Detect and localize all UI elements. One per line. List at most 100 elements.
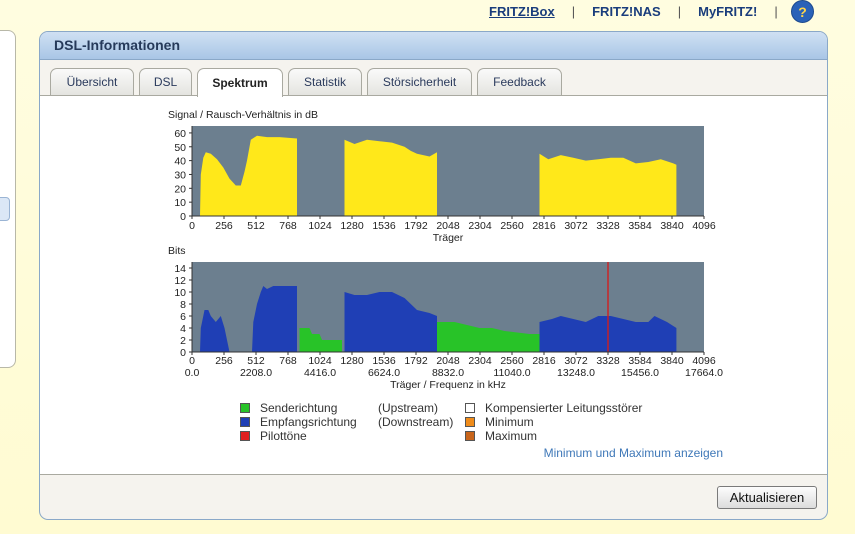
y-tick-label: 14 — [174, 263, 186, 275]
chart-title: Signal / Rausch-Verhältnis in dB — [168, 109, 318, 121]
nav-myfritz-link[interactable]: MyFRITZ! — [698, 3, 758, 19]
nav-separator: | — [571, 3, 576, 19]
legend-sublabel: (Downstream) — [378, 415, 454, 429]
x-tick-label: 3840 — [660, 355, 684, 367]
legend-sublabel: (Upstream) — [378, 401, 439, 415]
x-tick-label: 256 — [215, 220, 233, 232]
legend-swatch — [465, 431, 475, 441]
x-tick-label: 0 — [189, 220, 195, 232]
x-tick-label: 1280 — [340, 355, 364, 367]
y-tick-label: 0 — [180, 347, 186, 359]
series-area — [200, 135, 297, 216]
y-tick-label: 2 — [180, 335, 186, 347]
x-tick-label: 2304 — [468, 220, 492, 232]
x-tick-label: 2816 — [532, 355, 556, 367]
x-tick-label: 3072 — [564, 220, 588, 232]
x-tick-label: 3328 — [596, 220, 620, 232]
freq-tick-label: 15456.0 — [621, 367, 659, 379]
series-area — [539, 153, 677, 216]
legend-item-minimum: Minimum — [465, 415, 534, 429]
help-icon[interactable]: ? — [791, 0, 814, 23]
legend-swatch — [465, 403, 475, 413]
x-tick-label: 3584 — [628, 355, 652, 367]
nav-separator: | — [774, 3, 778, 19]
x-tick-label: 2048 — [436, 355, 460, 367]
freq-tick-label: 17664.0 — [685, 367, 723, 379]
dsl-info-panel: DSL-Informationen Übersicht DSL Spektrum… — [39, 31, 828, 520]
top-navigation: FRITZ!Box | FRITZ!NAS | MyFRITZ! | — [480, 0, 786, 22]
show-minmax-link[interactable]: Minimum und Maximum anzeigen — [543, 446, 723, 460]
menu-collapse-handle[interactable] — [0, 197, 10, 221]
x-tick-label: 256 — [215, 355, 233, 367]
nav-separator: | — [677, 3, 682, 19]
freq-tick-label: 8832.0 — [432, 367, 464, 379]
legend-label: Empfangsrichtung — [260, 415, 357, 429]
x-tick-label: 512 — [247, 220, 265, 232]
legend-label: Senderichtung — [260, 401, 338, 415]
x-tick-label: 3072 — [564, 355, 588, 367]
legend-label: Kompensierter Leitungsstörer — [485, 401, 643, 415]
x-tick-label: 4096 — [692, 355, 716, 367]
legend-swatch — [240, 417, 250, 427]
legend-item-downstream: Empfangsrichtung (Downstream) — [240, 415, 453, 429]
series-area — [252, 286, 297, 352]
y-tick-label: 10 — [174, 287, 186, 299]
x-tick-label: 2048 — [436, 220, 460, 232]
tab-uebersicht[interactable]: Übersicht — [50, 68, 134, 95]
legend-item-pilot: Pilottöne — [240, 429, 307, 443]
x-tick-label: 3584 — [628, 220, 652, 232]
x-tick-label: 1792 — [404, 355, 428, 367]
spectrum-charts: Signal / Rausch-Verhältnis in dB01020304… — [168, 109, 723, 391]
series-area — [344, 139, 437, 216]
x-tick-label: 1024 — [308, 220, 332, 232]
legend-label: Pilottöne — [260, 429, 307, 443]
x-tick-label: 2560 — [500, 220, 524, 232]
y-tick-label: 60 — [174, 128, 186, 140]
nav-fritzbox-link[interactable]: FRITZ!Box — [489, 3, 555, 19]
freq-tick-label: 0.0 — [185, 367, 200, 379]
legend-swatch — [240, 431, 250, 441]
y-tick-label: 10 — [174, 197, 186, 209]
y-tick-label: 8 — [180, 299, 186, 311]
x-tick-label: 1536 — [372, 355, 396, 367]
legend-item-compensated: Kompensierter Leitungsstörer — [465, 401, 642, 415]
freq-tick-label: 13248.0 — [557, 367, 595, 379]
freq-tick-label: 2208.0 — [240, 367, 272, 379]
y-tick-label: 30 — [174, 169, 186, 181]
y-tick-label: 40 — [174, 156, 186, 168]
y-tick-label: 4 — [180, 323, 186, 335]
legend-item-maximum: Maximum — [465, 429, 537, 443]
tab-statistik[interactable]: Statistik — [288, 68, 362, 95]
series-area — [200, 310, 230, 352]
x-tick-label: 2304 — [468, 355, 492, 367]
x-tick-label: 1536 — [372, 220, 396, 232]
tab-feedback[interactable]: Feedback — [477, 68, 562, 95]
x-tick-label: 0 — [189, 355, 195, 367]
legend-swatch — [240, 403, 250, 413]
x-tick-label: 2816 — [532, 220, 556, 232]
freq-tick-label: 6624.0 — [368, 367, 400, 379]
y-tick-label: 6 — [180, 311, 186, 323]
x-axis-label: Träger — [433, 232, 464, 244]
tab-spektrum[interactable]: Spektrum — [197, 68, 283, 97]
nav-fritznas-link[interactable]: FRITZ!NAS — [592, 3, 661, 19]
tab-stoersicherheit[interactable]: Störsicherheit — [367, 68, 472, 95]
x-tick-label: 3328 — [596, 355, 620, 367]
series-area — [344, 292, 437, 352]
tab-dsl[interactable]: DSL — [139, 68, 192, 95]
x-tick-label: 2560 — [500, 355, 524, 367]
x-tick-label: 3840 — [660, 220, 684, 232]
series-area — [437, 322, 540, 352]
chart-title: Bits — [168, 245, 186, 257]
legend-label: Maximum — [485, 429, 538, 443]
x-tick-label: 4096 — [692, 220, 716, 232]
x-axis-label: Träger / Frequenz in kHz — [390, 379, 506, 391]
y-tick-label: 50 — [174, 142, 186, 154]
y-tick-label: 0 — [180, 211, 186, 223]
y-tick-label: 12 — [174, 275, 186, 287]
x-tick-label: 1792 — [404, 220, 428, 232]
refresh-button[interactable]: Aktualisieren — [717, 486, 817, 509]
legend-label: Minimum — [485, 415, 534, 429]
x-tick-label: 512 — [247, 355, 265, 367]
legend-item-upstream: Senderichtung (Upstream) — [240, 401, 438, 415]
